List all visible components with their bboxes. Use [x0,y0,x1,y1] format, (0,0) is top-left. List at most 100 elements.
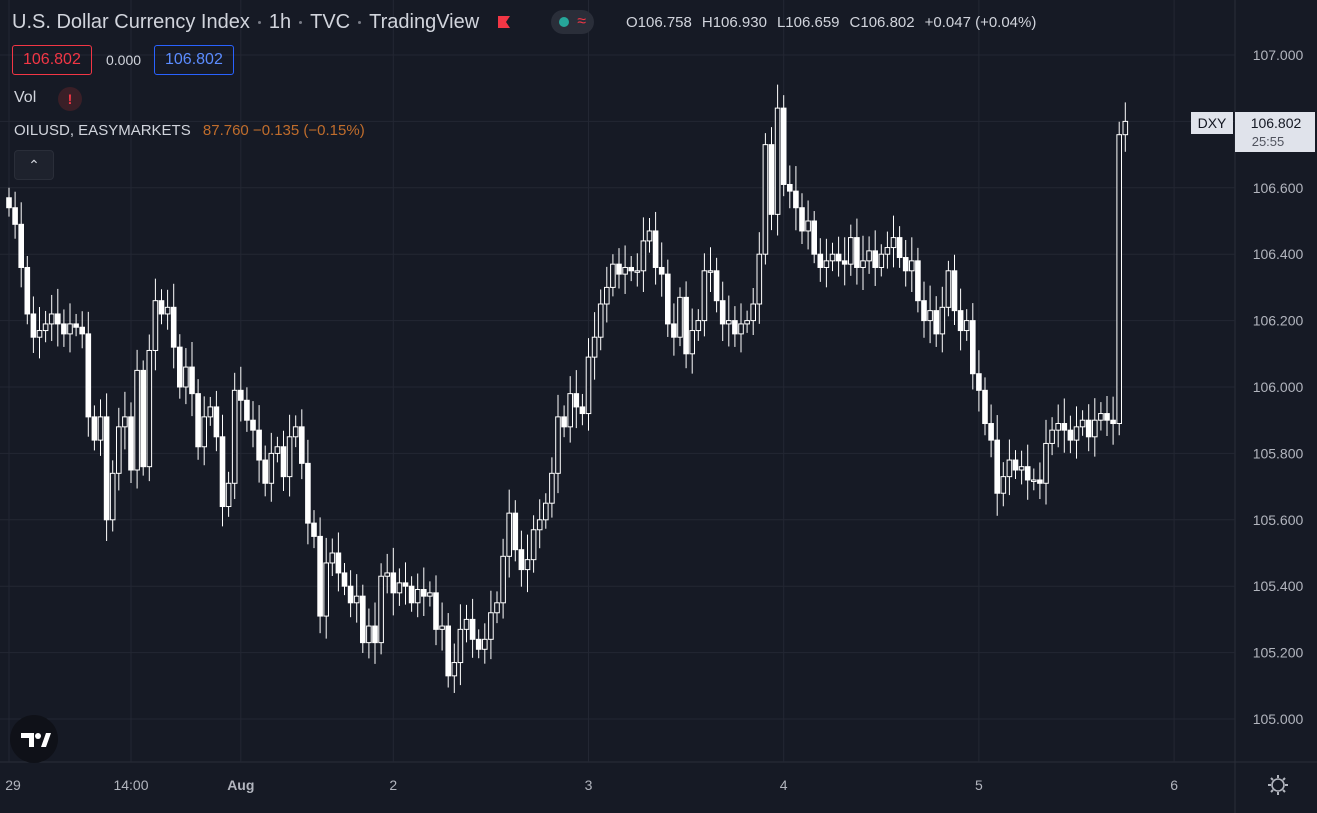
candle-body-up [890,237,897,249]
candle [689,308,696,374]
volume-indicator-label[interactable]: Vol [14,89,37,106]
candle-body-up [207,406,214,418]
symbol-label: DXY [1198,115,1227,131]
candle-body-down [140,369,146,468]
candle-body-up [1073,426,1080,441]
candle-body-up [323,562,329,617]
candle-body-up [1116,134,1123,425]
candle [549,457,555,518]
candle-body-down [994,439,1001,494]
candle-body-up [555,416,561,474]
candle [726,295,732,347]
candle [152,278,159,371]
candle [744,310,750,333]
time-tick-label: 2 [389,777,397,793]
symbol-name[interactable]: U.S. Dollar Currency Index [12,10,250,33]
candle [1110,396,1116,445]
candle [878,244,885,277]
candle [616,248,622,289]
candle-body-down [402,582,409,587]
candle [951,254,958,326]
market-status-pill[interactable]: ≈ [551,10,594,34]
candle [48,294,55,342]
candle [1098,402,1104,431]
time-tick-label: Aug [227,777,254,793]
candle [36,307,43,359]
candle-body-up [604,286,610,305]
candle [335,532,342,592]
candle-body-up [67,323,73,335]
candle [677,287,683,347]
candle [18,202,24,288]
candle-body-up [878,253,885,268]
candle-body-down [817,253,824,268]
candle-body-down [12,207,18,225]
candle-body-down [951,270,958,312]
candle-body-up [829,253,836,262]
time-axis[interactable]: 29 14:00 Aug 2 3 4 5 6 [5,777,1178,793]
candle [506,489,512,578]
candle [780,95,787,197]
candle [933,296,940,347]
candle [957,288,964,351]
candle [945,260,952,317]
candle [262,445,268,497]
interval-label[interactable]: 1h [268,10,292,33]
ohlc-change: +0.047 (+0.04%) [924,13,1037,31]
candle [1006,439,1013,496]
candle [280,430,287,492]
candle-body-up [597,303,604,338]
tradingview-logo-icon[interactable] [10,715,58,763]
candle-body-up [414,589,421,604]
flag-icon[interactable] [497,15,511,29]
warning-icon[interactable]: ! [58,87,82,111]
candle-body-up [939,306,946,335]
candle-body-down [512,512,519,551]
candle-body-down [841,260,848,265]
candle-body-up [549,472,555,504]
candle-body-up [1049,429,1055,444]
candle-body-down [170,306,177,348]
candle-body-up [427,592,433,597]
buy-price-button[interactable]: 106.802 [154,45,234,75]
collapse-legend-button[interactable]: ⌃ [14,150,54,180]
candle [177,334,183,399]
candle-body-down [128,416,134,471]
price-tick-label: 106.000 [1253,379,1304,395]
candle [738,303,744,353]
candle [213,390,220,452]
candle [695,309,702,341]
candle-body-down [902,257,909,272]
symbol-header: U.S. Dollar Currency Index 1h TVC Tradin… [12,10,1036,34]
candle-body-down [195,393,201,448]
candle [378,563,384,655]
candle-body-down [683,296,689,355]
candle-body-up [963,320,970,332]
candle [360,584,366,653]
candle-body-up [762,144,769,255]
candle [805,200,811,250]
compare-symbol-legend[interactable]: OILUSD, EASYMARKETS 87.760 −0.135 (−0.15… [14,122,365,139]
candle-body-up [756,253,763,305]
candle-body-up [866,250,872,262]
candle [994,415,1001,516]
candle-body-up [500,555,506,604]
candle [427,581,433,607]
candle-body-down [793,190,799,209]
settings-gear-icon[interactable] [1268,775,1288,795]
candle [24,256,31,325]
candle-body-up [823,260,830,268]
candle [250,401,256,448]
candle-body-up [1098,413,1104,421]
candle-body-down [433,592,439,630]
candle-body-up [366,625,372,644]
candle-body-down [1037,479,1043,484]
source-label: TradingView [369,10,480,33]
candle-body-down [988,423,994,441]
candle [372,602,378,664]
candle-body-down [55,313,61,325]
candle-body-down [628,266,635,272]
sell-price-button[interactable]: 106.802 [12,45,92,75]
candle [390,547,397,616]
